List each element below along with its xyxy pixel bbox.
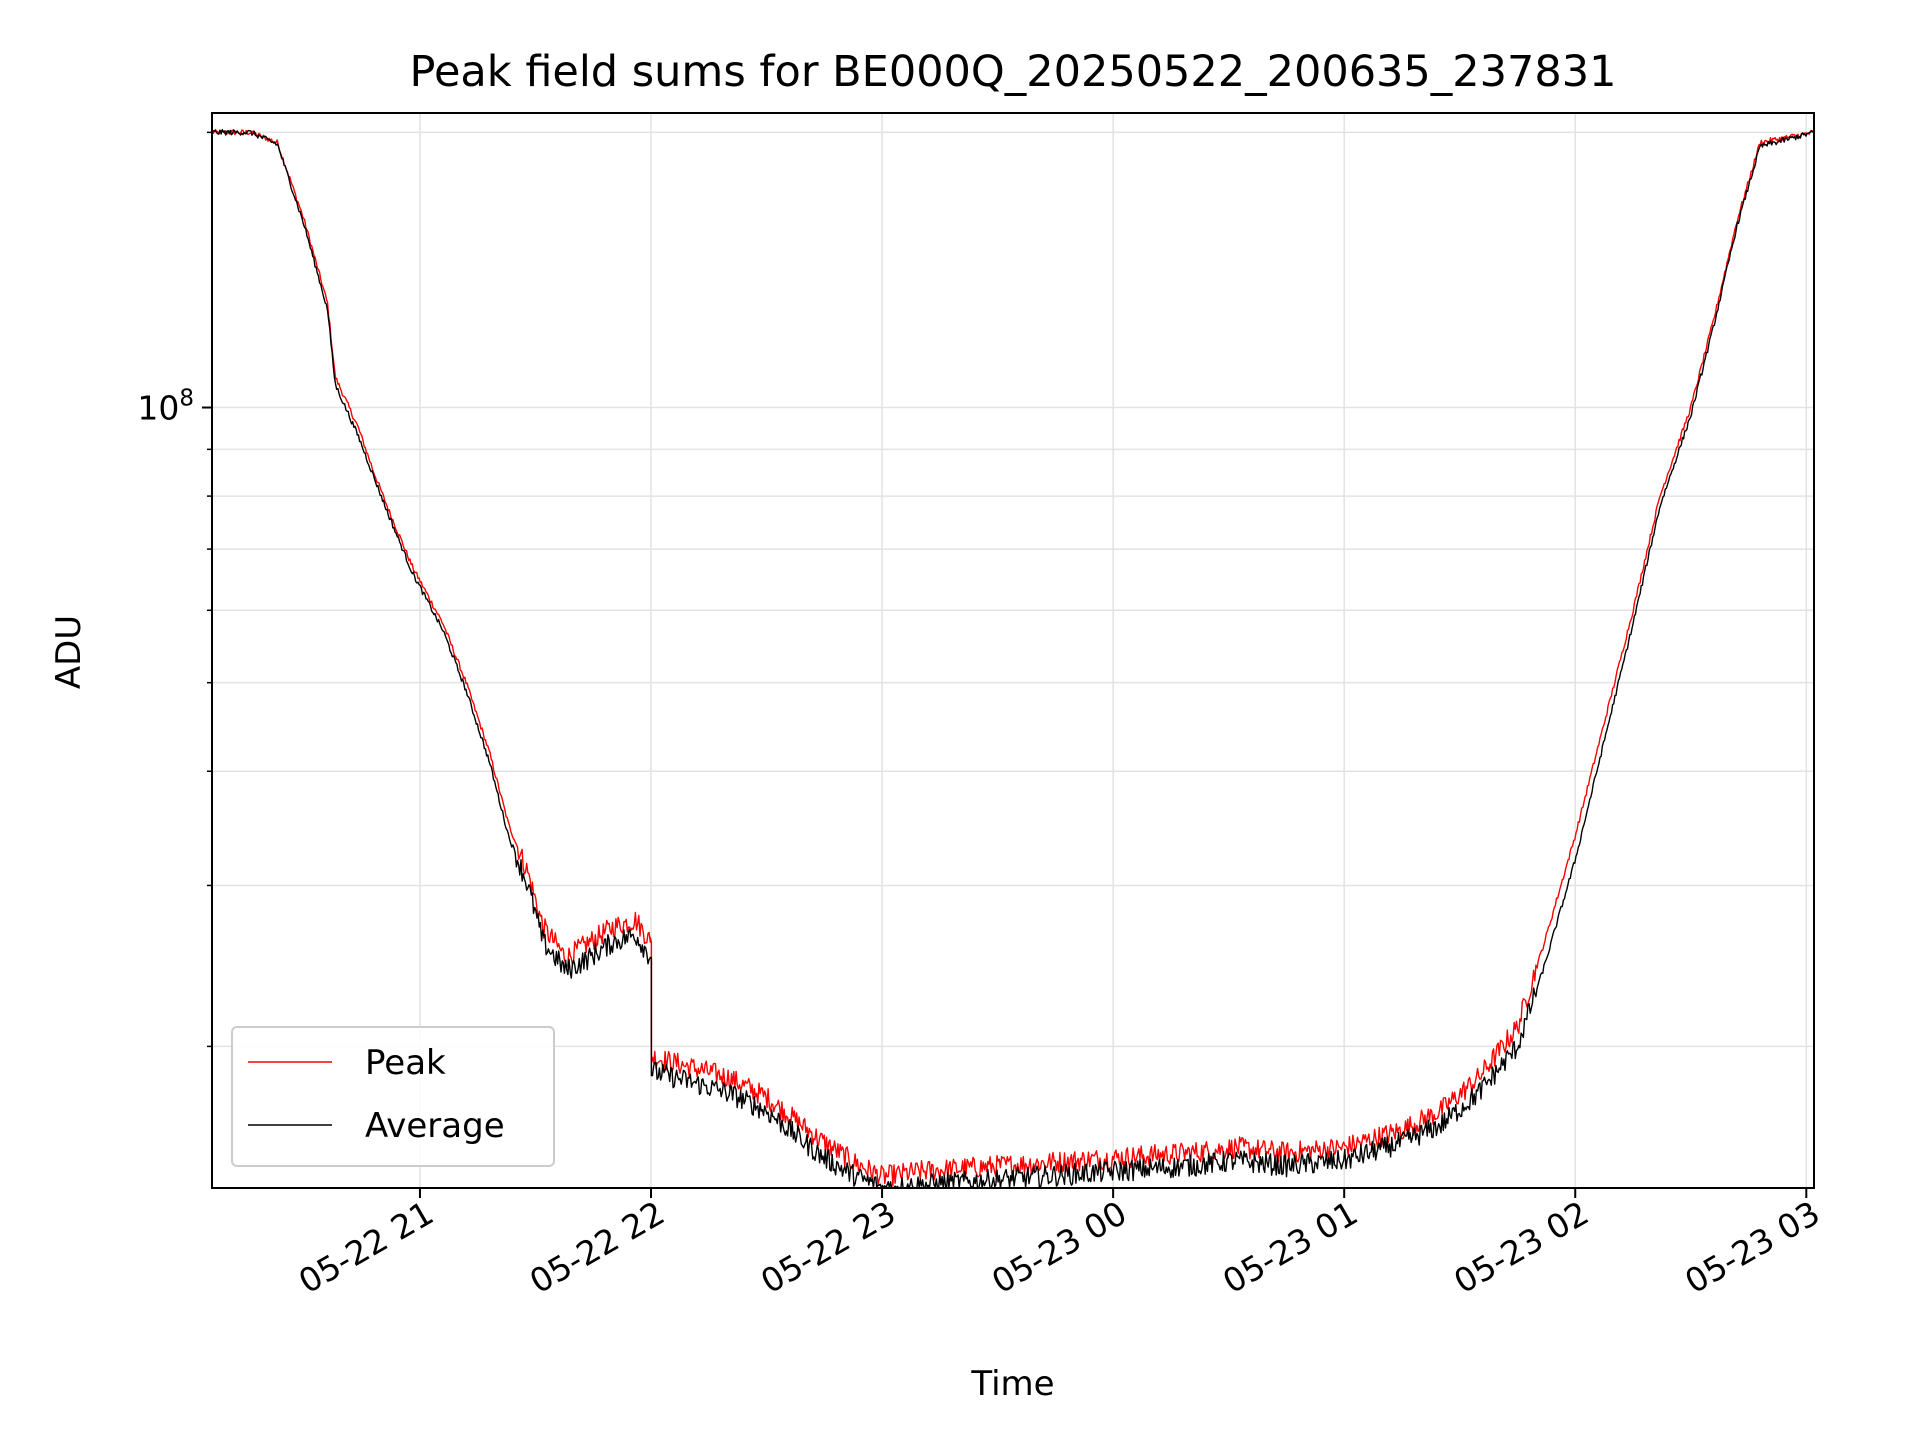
legend-peak-label: Peak	[365, 1043, 446, 1083]
y-axis-ticks: 108	[137, 131, 212, 1048]
x-tick-label: 05-22 21	[292, 1193, 440, 1301]
x-tick-label: 05-23 03	[1678, 1193, 1826, 1301]
chart-title: Peak field sums for BE000Q_20250522_2006…	[410, 47, 1617, 97]
legend-average-label: Average	[365, 1106, 505, 1146]
x-tick-label: 05-23 01	[1216, 1193, 1364, 1301]
x-axis-label: Time	[970, 1364, 1054, 1404]
y-tick-label: 108	[137, 386, 194, 428]
grid	[212, 113, 1814, 1188]
series-lines	[211, 128, 1815, 1189]
x-tick-label: 05-22 23	[754, 1193, 902, 1301]
series-line-average	[211, 129, 1815, 1189]
x-tick-label: 05-22 22	[523, 1193, 671, 1301]
y-axis-label: ADU	[49, 615, 89, 689]
x-tick-label: 05-23 00	[985, 1193, 1133, 1301]
x-tick-label: 05-23 02	[1447, 1193, 1595, 1301]
x-axis-ticks: 05-22 21 05-22 22 05-22 23 05-23 00 05-23 01…	[292, 1188, 1826, 1301]
plot-frame	[211, 112, 1815, 1189]
legend: Peak Average	[231, 1026, 555, 1167]
